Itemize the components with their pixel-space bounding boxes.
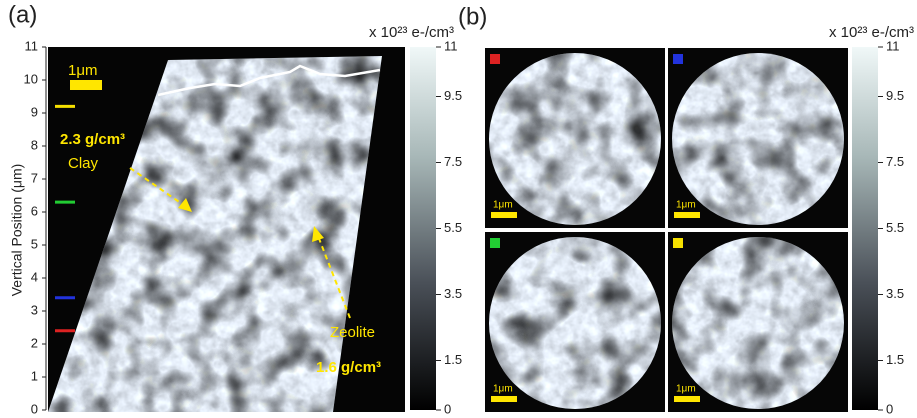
slice-key	[673, 238, 683, 248]
colorbar-tick-label: 1.5	[444, 352, 462, 367]
panel-label: (a)	[8, 1, 37, 28]
slice-pores	[672, 237, 844, 409]
annotation: 2.3 g/cm³	[60, 131, 125, 148]
colorbar-tick-label: 9.5	[886, 88, 904, 103]
scale-bar	[70, 80, 102, 90]
scale-bar	[674, 212, 700, 218]
y-tick-label: 10	[24, 71, 38, 86]
y-tick-label: 1	[31, 368, 38, 383]
colorbar-label: x 10²³ e-/cm³	[829, 24, 914, 41]
colorbar-tick-label: 5.5	[886, 220, 904, 235]
y-tick-label: 5	[31, 236, 38, 251]
colorbar-tick-label: 1.5	[886, 352, 904, 367]
colorbar-tick-label: 3.5	[444, 286, 462, 301]
annotation: Zeolite	[330, 324, 375, 341]
scale-bar	[491, 396, 517, 402]
colorbar	[410, 47, 436, 410]
colorbar-tick-label: 9.5	[444, 88, 462, 103]
panel-label: (b)	[458, 3, 487, 30]
scale-bar-label: 1μm	[676, 384, 696, 395]
y-tick-label: 8	[31, 137, 38, 152]
slice-key	[490, 238, 500, 248]
colorbar-tick-label: 7.5	[444, 154, 462, 169]
tomogram	[48, 47, 405, 412]
slice-key	[673, 54, 683, 64]
y-tick-label: 3	[31, 302, 38, 317]
y-tick-label: 9	[31, 104, 38, 119]
y-tick-label: 6	[31, 203, 38, 218]
slice-key	[490, 54, 500, 64]
y-tick-label: 7	[31, 170, 38, 185]
scale-bar-label: 1μm	[68, 62, 97, 79]
annotation: Clay	[68, 155, 99, 172]
colorbar	[852, 47, 878, 410]
scale-bar-label: 1μm	[493, 384, 513, 395]
y-tick-label: 11	[25, 38, 39, 53]
y-axis-label: Vertical Position (μm)	[9, 164, 25, 297]
y-tick-label: 0	[31, 401, 38, 416]
annotation: 1.6 g/cm³	[316, 359, 381, 376]
slice-pores	[672, 53, 844, 225]
colorbar-tick-label: 5.5	[444, 220, 462, 235]
colorbar-tick-label: 3.5	[886, 286, 904, 301]
y-tick-label: 2	[31, 335, 38, 350]
figure: (a) (b) Vertical Position (μm) 1μm 2.3 g…	[0, 0, 917, 418]
scale-bar	[491, 212, 517, 218]
y-tick-label: 4	[31, 269, 38, 284]
colorbar-label: x 10²³ e-/cm³	[369, 24, 454, 41]
scale-bar-label: 1μm	[493, 200, 513, 211]
colorbar-tick-label: 0	[444, 401, 451, 416]
slice-pores	[489, 237, 661, 409]
colorbar-tick-label: 0	[886, 401, 893, 416]
scale-bar-label: 1μm	[676, 200, 696, 211]
scale-bar	[674, 396, 700, 402]
slice-pores	[489, 53, 661, 225]
colorbar-tick-label: 7.5	[886, 154, 904, 169]
